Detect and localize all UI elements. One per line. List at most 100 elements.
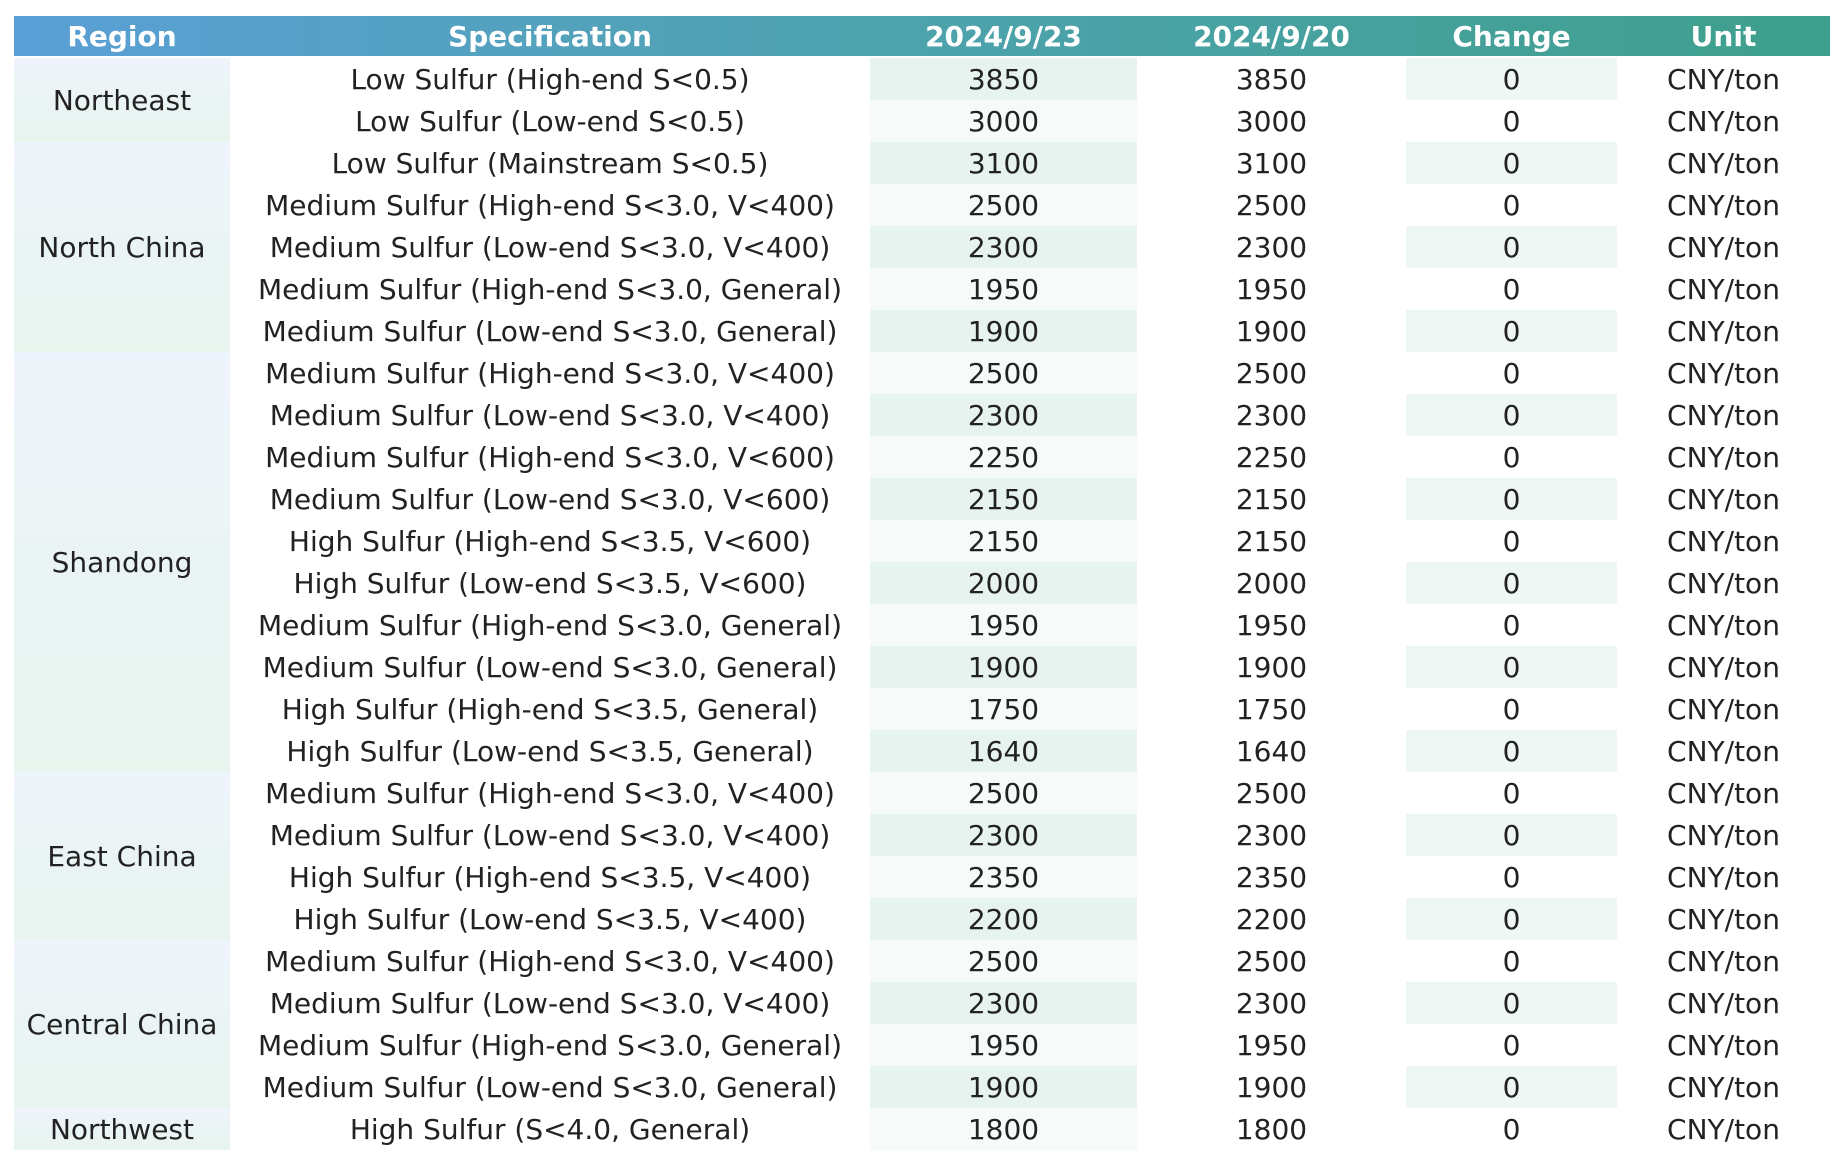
table-row: Medium Sulfur (Low-end S<3.0, General) 19… xyxy=(14,646,1830,688)
region-cell: Northwest xyxy=(14,1108,230,1150)
price-current-cell: 1800 xyxy=(870,1108,1137,1150)
price-previous-cell: 1900 xyxy=(1137,310,1406,352)
price-current-cell: 2000 xyxy=(870,562,1137,604)
price-previous-cell: 1640 xyxy=(1137,730,1406,772)
table-row: Medium Sulfur (Low-end S<3.0, General) 19… xyxy=(14,310,1830,352)
price-previous-cell: 2150 xyxy=(1137,478,1406,520)
price-previous-cell: 3000 xyxy=(1137,100,1406,142)
table-row: High Sulfur (Low-end S<3.5, V<600) 2000 20… xyxy=(14,562,1830,604)
change-cell: 0 xyxy=(1406,478,1617,520)
change-cell: 0 xyxy=(1406,436,1617,478)
price-previous-cell: 2500 xyxy=(1137,184,1406,226)
table-row: Shandong Medium Sulfur (High-end S<3.0, V… xyxy=(14,352,1830,772)
price-current-cell: 1900 xyxy=(870,310,1137,352)
change-cell: 0 xyxy=(1406,394,1617,436)
unit-cell: CNY/ton xyxy=(1617,730,1830,772)
price-current-cell: 2200 xyxy=(870,898,1137,940)
change-cell: 0 xyxy=(1406,856,1617,898)
change-cell: 0 xyxy=(1406,772,1617,814)
price-previous-cell: 2250 xyxy=(1137,436,1406,478)
region-cell: Central China xyxy=(14,940,230,1108)
price-current-cell: 2500 xyxy=(870,772,1137,814)
table-row: Medium Sulfur (Low-end S<3.0, General) 19… xyxy=(14,1066,1830,1108)
change-cell: 0 xyxy=(1406,100,1617,142)
specification-cell: Medium Sulfur (Low-end S<3.0, General) xyxy=(230,310,870,352)
change-cell: 0 xyxy=(1406,814,1617,856)
change-cell: 0 xyxy=(1406,57,1617,100)
price-current-cell: 3100 xyxy=(870,142,1137,184)
specification-cell: Medium Sulfur (Low-end S<3.0, General) xyxy=(230,646,870,688)
price-previous-cell: 1750 xyxy=(1137,688,1406,730)
specification-cell: High Sulfur (Low-end S<3.5, V<600) xyxy=(230,562,870,604)
unit-cell: CNY/ton xyxy=(1617,520,1830,562)
price-previous-cell: 3850 xyxy=(1137,57,1406,100)
table-row: Central China Medium Sulfur (High-end S<3… xyxy=(14,940,1830,1108)
table-header: Region Specification 2024/9/23 2024/9/20… xyxy=(14,16,1830,58)
specification-cell: Low Sulfur (High-end S<0.5) xyxy=(230,57,870,100)
price-current-cell: 2250 xyxy=(870,436,1137,478)
price-previous-cell: 2200 xyxy=(1137,898,1406,940)
unit-cell: CNY/ton xyxy=(1617,562,1830,604)
table-row: Medium Sulfur (High-end S<3.0, General) 1… xyxy=(14,1024,1830,1066)
table-row: Medium Sulfur (High-end S<3.0, V<600) 225… xyxy=(14,436,1830,478)
change-cell: 0 xyxy=(1406,688,1617,730)
price-previous-cell: 1800 xyxy=(1137,1108,1406,1150)
unit-cell: CNY/ton xyxy=(1617,478,1830,520)
table-body: Northeast Low Sulfur (High-end S<0.5) 3850… xyxy=(14,57,1830,1150)
specification-cell: High Sulfur (Low-end S<3.5, General) xyxy=(230,730,870,772)
unit-cell: CNY/ton xyxy=(1617,142,1830,184)
header-date-current: 2024/9/23 xyxy=(870,16,1137,58)
specification-cell: High Sulfur (S<4.0, General) xyxy=(230,1108,870,1150)
region-cell: East China xyxy=(14,772,230,940)
unit-cell: CNY/ton xyxy=(1617,982,1830,1024)
specification-cell: High Sulfur (Low-end S<3.5, V<400) xyxy=(230,898,870,940)
unit-cell: CNY/ton xyxy=(1617,57,1830,100)
price-current-cell: 2300 xyxy=(870,814,1137,856)
specification-cell: Medium Sulfur (Low-end S<3.0, V<400) xyxy=(230,226,870,268)
price-previous-cell: 2150 xyxy=(1137,520,1406,562)
specification-cell: Medium Sulfur (High-end S<3.0, V<400) xyxy=(230,352,870,394)
specification-cell: Medium Sulfur (High-end S<3.0, General) xyxy=(230,1024,870,1066)
unit-cell: CNY/ton xyxy=(1617,394,1830,436)
price-current-cell: 1900 xyxy=(870,646,1137,688)
price-previous-cell: 2350 xyxy=(1137,856,1406,898)
table-row: Medium Sulfur (Low-end S<3.0, V<400) 2300… xyxy=(14,814,1830,856)
change-cell: 0 xyxy=(1406,268,1617,310)
price-current-cell: 2150 xyxy=(870,478,1137,520)
specification-cell: Medium Sulfur (Low-end S<3.0, General) xyxy=(230,1066,870,1108)
region-cell: Northeast xyxy=(14,57,230,142)
change-cell: 0 xyxy=(1406,142,1617,184)
header-row: Region Specification 2024/9/23 2024/9/20… xyxy=(14,16,1830,58)
unit-cell: CNY/ton xyxy=(1617,226,1830,268)
table-row: High Sulfur (High-end S<3.5, V<600) 2150 2… xyxy=(14,520,1830,562)
price-previous-cell: 2300 xyxy=(1137,226,1406,268)
specification-cell: Medium Sulfur (Low-end S<3.0, V<400) xyxy=(230,814,870,856)
unit-cell: CNY/ton xyxy=(1617,184,1830,226)
price-current-cell: 1950 xyxy=(870,604,1137,646)
specification-cell: Low Sulfur (Low-end S<0.5) xyxy=(230,100,870,142)
price-current-cell: 2300 xyxy=(870,394,1137,436)
region-cell: North China xyxy=(14,142,230,352)
change-cell: 0 xyxy=(1406,562,1617,604)
specification-cell: Medium Sulfur (High-end S<3.0, V<400) xyxy=(230,940,870,982)
specification-cell: Medium Sulfur (High-end S<3.0, V<400) xyxy=(230,772,870,814)
unit-cell: CNY/ton xyxy=(1617,1024,1830,1066)
unit-cell: CNY/ton xyxy=(1617,856,1830,898)
table-row: Medium Sulfur (Low-end S<3.0, V<400) 2300… xyxy=(14,982,1830,1024)
table-row: High Sulfur (Low-end S<3.5, General) 1640… xyxy=(14,730,1830,772)
specification-cell: Medium Sulfur (Low-end S<3.0, V<600) xyxy=(230,478,870,520)
table-row: Low Sulfur (Low-end S<0.5) 3000 3000 0 CNY/t… xyxy=(14,100,1830,142)
specification-cell: Low Sulfur (Mainstream S<0.5) xyxy=(230,142,870,184)
unit-cell: CNY/ton xyxy=(1617,646,1830,688)
price-current-cell: 2300 xyxy=(870,982,1137,1024)
price-previous-cell: 2300 xyxy=(1137,814,1406,856)
table-row: Medium Sulfur (High-end S<3.0, General) 1… xyxy=(14,268,1830,310)
header-region: Region xyxy=(14,16,230,58)
change-cell: 0 xyxy=(1406,352,1617,394)
price-current-cell: 3000 xyxy=(870,100,1137,142)
specification-cell: Medium Sulfur (High-end S<3.0, General) xyxy=(230,268,870,310)
price-current-cell: 1950 xyxy=(870,268,1137,310)
specification-cell: Medium Sulfur (High-end S<3.0, General) xyxy=(230,604,870,646)
change-cell: 0 xyxy=(1406,184,1617,226)
specification-cell: Medium Sulfur (High-end S<3.0, V<600) xyxy=(230,436,870,478)
